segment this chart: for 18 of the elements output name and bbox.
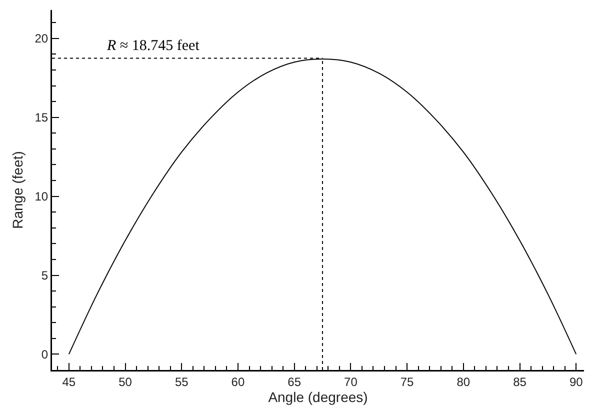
y-tick-label: 0 <box>41 347 48 362</box>
x-tick-label: 60 <box>231 374 245 389</box>
x-tick-label: 80 <box>456 374 470 389</box>
x-axis-title: Angle (degrees) <box>268 388 368 405</box>
x-tick-label: 45 <box>62 374 76 389</box>
x-tick-label: 85 <box>513 374 527 389</box>
x-tick-label: 65 <box>288 374 302 389</box>
x-tick-label: 75 <box>400 374 414 389</box>
x-tick-label: 50 <box>118 374 132 389</box>
y-axis-title: Range (feet) <box>10 151 26 229</box>
y-tick-label: 20 <box>34 32 48 46</box>
x-tick-label: 55 <box>174 374 189 389</box>
y-tick-label: 15 <box>34 110 48 125</box>
x-tick-label: 70 <box>344 374 358 389</box>
ref-line-label: R ≈ 18.745 feet <box>106 38 200 54</box>
x-tick-label: 90 <box>569 374 584 389</box>
y-tick-label: 10 <box>34 190 48 204</box>
y-tick-label: 5 <box>41 268 48 282</box>
